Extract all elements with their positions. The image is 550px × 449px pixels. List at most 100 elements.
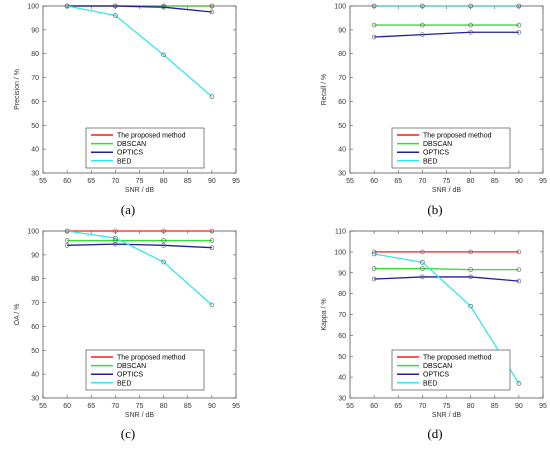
x-tick-label: 60 bbox=[370, 178, 378, 185]
data-point-dbscan bbox=[161, 238, 166, 243]
data-point-bed bbox=[113, 13, 118, 18]
data-point-dbscan bbox=[64, 238, 70, 243]
y-tick-label: 60 bbox=[338, 333, 346, 340]
data-point-optics bbox=[209, 9, 215, 15]
x-axis-label: SNR / dB bbox=[432, 187, 462, 194]
data-point-optics bbox=[516, 278, 522, 284]
y-tick-label: 60 bbox=[338, 99, 346, 106]
data-point-optics bbox=[161, 243, 166, 248]
data-point-dbscan bbox=[516, 267, 522, 272]
data-point-bed bbox=[209, 302, 215, 308]
data-point-bed bbox=[371, 3, 377, 9]
data-point-dbscan bbox=[516, 22, 522, 28]
y-tick-label: 100 bbox=[27, 4, 39, 11]
legend-label-proposed: The proposed method bbox=[423, 133, 492, 140]
series-line-bed bbox=[67, 230, 213, 306]
x-tick-label: 95 bbox=[539, 178, 547, 185]
x-tick-label: 95 bbox=[539, 403, 547, 410]
data-point-proposed bbox=[161, 228, 166, 234]
chart-panel-1: 55 60 65 70 75 80 85 90 95 30 40 50 60 70 80 90 100 SNR /… bbox=[14, 4, 240, 195]
x-tick-label: 60 bbox=[370, 403, 378, 410]
legend-label-proposed: The proposed method bbox=[423, 355, 492, 362]
x-tick-label: 65 bbox=[394, 178, 402, 185]
legend-label-bed: BED bbox=[423, 158, 437, 165]
data-point-bed bbox=[516, 3, 522, 9]
x-tick-label: 90 bbox=[208, 178, 216, 185]
x-tick-label: 70 bbox=[111, 403, 119, 410]
data-point-dbscan bbox=[420, 22, 425, 28]
legend-label-bed: BED bbox=[423, 380, 437, 387]
series-line-optics bbox=[374, 31, 519, 38]
y-tick-label: 40 bbox=[338, 375, 346, 382]
y-tick-label: 50 bbox=[31, 123, 39, 130]
y-axis-label: Precision / % bbox=[14, 69, 21, 110]
x-tick-label: 85 bbox=[184, 178, 192, 185]
chart-panel-4: 55 60 65 70 75 80 85 90 95 30 40 50 60 70 80 90 100 110 SN… bbox=[321, 229, 547, 420]
y-tick-label: 40 bbox=[31, 147, 39, 154]
y-axis-label: Recall / % bbox=[321, 74, 328, 106]
y-tick-label: 90 bbox=[31, 27, 39, 34]
legend-label-dbscan: DBSCAN bbox=[423, 141, 452, 148]
x-axis-label: SNR / dB bbox=[125, 187, 155, 194]
data-point-optics bbox=[161, 4, 166, 10]
x-tick-label: 75 bbox=[443, 403, 451, 410]
x-axis-label: SNR / dB bbox=[432, 412, 462, 419]
legend-label-proposed: The proposed method bbox=[117, 133, 186, 140]
x-tick-label: 80 bbox=[467, 403, 475, 410]
y-tick-label: 80 bbox=[31, 51, 39, 58]
x-tick-label: 90 bbox=[515, 178, 523, 185]
y-tick-label: 50 bbox=[338, 354, 346, 361]
y-tick-label: 40 bbox=[31, 372, 39, 379]
data-point-optics bbox=[371, 34, 377, 40]
y-tick-label: 70 bbox=[338, 312, 346, 319]
data-point-proposed bbox=[113, 228, 118, 234]
series-line-optics bbox=[67, 5, 212, 13]
y-tick-label: 90 bbox=[338, 27, 346, 34]
legend-label-dbscan: DBSCAN bbox=[117, 141, 146, 148]
y-tick-label: 30 bbox=[31, 396, 39, 403]
data-point-bed bbox=[468, 3, 473, 9]
legend-label-bed: BED bbox=[117, 158, 131, 165]
x-tick-label: 55 bbox=[39, 178, 47, 185]
x-tick-label: 60 bbox=[63, 403, 71, 410]
data-point-bed bbox=[371, 251, 377, 257]
x-tick-label: 85 bbox=[491, 178, 499, 185]
x-tick-label: 90 bbox=[515, 403, 523, 410]
x-tick-label: 55 bbox=[346, 178, 354, 185]
data-point-bed bbox=[64, 228, 70, 234]
series-line-bed bbox=[66, 5, 213, 98]
y-tick-label: 80 bbox=[338, 51, 346, 58]
y-tick-label: 60 bbox=[31, 324, 39, 331]
data-point-optics bbox=[371, 276, 377, 282]
x-tick-label: 75 bbox=[136, 403, 144, 410]
data-point-dbscan bbox=[371, 266, 377, 271]
x-tick-label: 65 bbox=[394, 403, 402, 410]
legend-label-optics: OPTICS bbox=[117, 150, 143, 157]
y-tick-label: 50 bbox=[31, 348, 39, 355]
data-point-bed bbox=[161, 52, 166, 58]
data-point-proposed bbox=[371, 249, 377, 255]
y-tick-label: 80 bbox=[338, 291, 346, 298]
x-tick-label: 95 bbox=[232, 178, 240, 185]
x-tick-label: 80 bbox=[160, 178, 168, 185]
legend-label-proposed: The proposed method bbox=[117, 355, 186, 362]
data-point-proposed bbox=[420, 249, 425, 255]
y-tick-label: 100 bbox=[27, 229, 39, 236]
data-point-bed bbox=[161, 259, 166, 265]
y-tick-label: 30 bbox=[338, 396, 346, 403]
series-line-optics bbox=[67, 243, 212, 249]
y-tick-label: 40 bbox=[338, 147, 346, 154]
data-point-optics bbox=[113, 3, 118, 9]
data-point-dbscan bbox=[468, 267, 473, 272]
x-tick-label: 85 bbox=[491, 403, 499, 410]
data-point-proposed bbox=[516, 249, 522, 255]
legend-label-optics: OPTICS bbox=[423, 150, 449, 157]
data-point-proposed bbox=[468, 249, 473, 255]
chart-panel-3: 55 60 65 70 75 80 85 90 95 30 40 50 60 70 80 90 100 SNR /… bbox=[14, 229, 240, 420]
x-tick-label: 80 bbox=[160, 403, 168, 410]
x-tick-label: 55 bbox=[346, 403, 354, 410]
